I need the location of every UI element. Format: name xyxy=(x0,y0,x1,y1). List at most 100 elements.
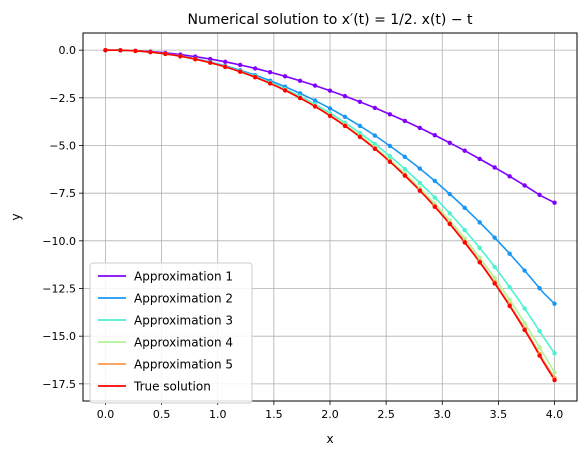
series-marker-6 xyxy=(133,48,138,54)
series-marker-2 xyxy=(492,235,497,240)
series-marker-6 xyxy=(118,48,123,53)
series-marker-1 xyxy=(477,156,482,162)
series-marker-3 xyxy=(477,245,482,251)
series-marker-2 xyxy=(387,143,393,149)
y-tick-label: −7.5 xyxy=(49,187,76,200)
series-marker-2 xyxy=(507,251,512,256)
legend-label: Approximation 5 xyxy=(134,358,233,372)
series-marker-2 xyxy=(552,301,557,306)
y-tick-label: −2.5 xyxy=(49,92,76,105)
y-tick-label: −5.0 xyxy=(49,139,76,152)
series-marker-4 xyxy=(462,236,467,241)
series-marker-3 xyxy=(507,284,512,290)
y-axis-label: y xyxy=(9,213,23,220)
y-tick-label: 0.0 xyxy=(59,44,77,57)
series-marker-6 xyxy=(282,88,288,93)
series-marker-6 xyxy=(552,377,557,383)
series-marker-1 xyxy=(357,99,363,105)
series-marker-2 xyxy=(342,114,348,120)
series-marker-1 xyxy=(447,140,452,146)
series-marker-3 xyxy=(537,328,542,334)
series-marker-1 xyxy=(312,83,318,88)
x-tick-label: 0.5 xyxy=(153,408,171,421)
series-marker-6 xyxy=(163,51,168,57)
series-marker-1 xyxy=(372,105,378,111)
y-tick-label: −15.0 xyxy=(42,330,76,343)
series-marker-1 xyxy=(432,133,437,138)
series-marker-1 xyxy=(237,62,243,68)
series-marker-6 xyxy=(327,113,333,119)
series-marker-1 xyxy=(387,112,393,117)
series-marker-6 xyxy=(432,204,437,209)
series-marker-1 xyxy=(282,74,288,79)
x-tick-label: 2.5 xyxy=(377,408,395,421)
series-marker-1 xyxy=(267,70,273,75)
series-marker-3 xyxy=(402,166,408,172)
series-marker-6 xyxy=(402,173,408,178)
series-marker-6 xyxy=(507,303,512,309)
series-marker-3 xyxy=(372,141,378,147)
series-marker-6 xyxy=(252,74,258,80)
y-tick-label: −10.0 xyxy=(42,235,76,248)
series-marker-6 xyxy=(537,353,542,358)
series-marker-2 xyxy=(432,178,437,184)
series-marker-3 xyxy=(492,264,497,270)
y-axis-ticks: 0.0 −2.5 −5.0 −7.5 −10.0 −12.5 −15.0 −17.5 xyxy=(42,44,83,391)
legend-label: Approximation 2 xyxy=(134,292,233,306)
series-marker-2 xyxy=(462,205,467,211)
x-tick-label: 2.0 xyxy=(321,408,339,421)
series-marker-3 xyxy=(447,211,452,216)
series-marker-6 xyxy=(357,134,363,140)
series-marker-1 xyxy=(417,125,423,131)
x-tick-label: 1.5 xyxy=(265,408,283,421)
series-marker-1 xyxy=(462,148,467,153)
series-marker-2 xyxy=(402,154,408,160)
series-marker-3 xyxy=(462,227,467,233)
series-marker-6 xyxy=(387,159,393,164)
series-marker-1 xyxy=(208,56,213,62)
series-marker-6 xyxy=(237,69,243,74)
x-tick-label: 1.0 xyxy=(209,408,227,421)
x-axis-label: x xyxy=(326,432,333,446)
series-marker-1 xyxy=(522,183,527,188)
y-tick-label: −12.5 xyxy=(42,283,76,296)
series-marker-2 xyxy=(522,268,527,273)
series-marker-2 xyxy=(312,98,318,103)
legend-label: Approximation 3 xyxy=(134,314,233,328)
y-tick-label: −17.5 xyxy=(42,378,76,391)
series-marker-6 xyxy=(267,81,273,86)
series-marker-4 xyxy=(477,255,482,260)
series-marker-3 xyxy=(432,195,437,200)
series-marker-2 xyxy=(537,286,542,291)
legend: Approximation 1 Approximation 2 Approximat… xyxy=(89,262,253,404)
series-marker-1 xyxy=(507,174,512,179)
series-marker-3 xyxy=(417,180,423,186)
series-marker-6 xyxy=(148,49,153,55)
series-marker-6 xyxy=(342,123,348,129)
series-marker-6 xyxy=(223,64,228,70)
legend-label: Approximation 4 xyxy=(134,336,233,350)
series-marker-6 xyxy=(522,327,527,333)
series-marker-6 xyxy=(208,60,213,65)
series-marker-4 xyxy=(552,370,557,375)
series-marker-6 xyxy=(297,95,303,101)
series-marker-6 xyxy=(193,56,198,62)
legend-label: Approximation 1 xyxy=(134,270,233,284)
legend-box xyxy=(89,262,253,404)
series-marker-1 xyxy=(537,192,542,198)
series-marker-6 xyxy=(447,221,452,227)
series-marker-1 xyxy=(492,165,497,170)
series-marker-3 xyxy=(522,306,527,311)
series-marker-2 xyxy=(327,106,333,111)
series-marker-1 xyxy=(402,118,408,124)
x-tick-label: 3.5 xyxy=(490,408,508,421)
x-axis-ticks: 0.0 0.5 1.0 1.5 2.0 2.5 3.0 3.5 4.0 xyxy=(97,401,563,421)
series-marker-3 xyxy=(552,351,557,356)
series-marker-4 xyxy=(492,275,497,281)
series-marker-3 xyxy=(387,153,393,159)
series-marker-1 xyxy=(223,59,228,65)
series-markers xyxy=(103,47,557,383)
series-marker-4 xyxy=(522,320,527,326)
series-marker-6 xyxy=(417,188,423,193)
